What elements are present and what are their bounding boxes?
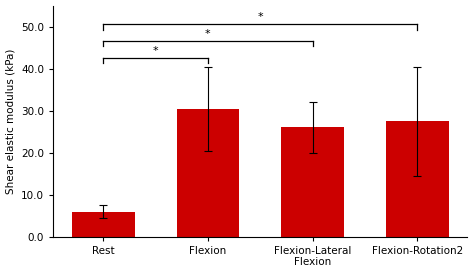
Bar (72, 212, 135, 237)
Bar (386, 121, 448, 237)
Text: *: * (257, 12, 263, 22)
Text: *: * (205, 29, 211, 39)
Text: *: * (153, 46, 158, 56)
Bar (176, 109, 239, 237)
Bar (281, 127, 344, 237)
Y-axis label: Shear elastic modulus (kPa): Shear elastic modulus (kPa) (6, 49, 16, 194)
